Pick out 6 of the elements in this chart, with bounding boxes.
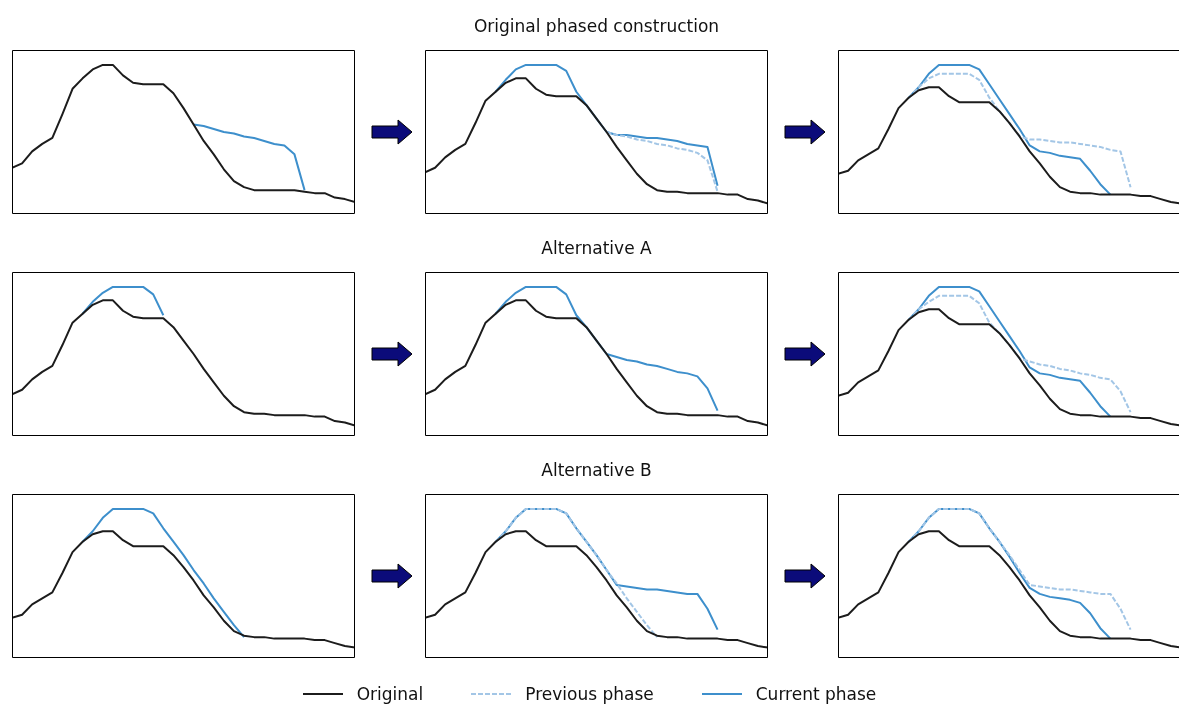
legend-label: Original [356, 684, 424, 704]
legend-label: Previous phase [525, 684, 654, 704]
chart-title: Alternative B [540, 460, 653, 480]
legend-label: Current phase [755, 684, 877, 704]
chart-title: Alternative A [540, 238, 653, 258]
chart-title: Original phased construction [472, 16, 721, 36]
